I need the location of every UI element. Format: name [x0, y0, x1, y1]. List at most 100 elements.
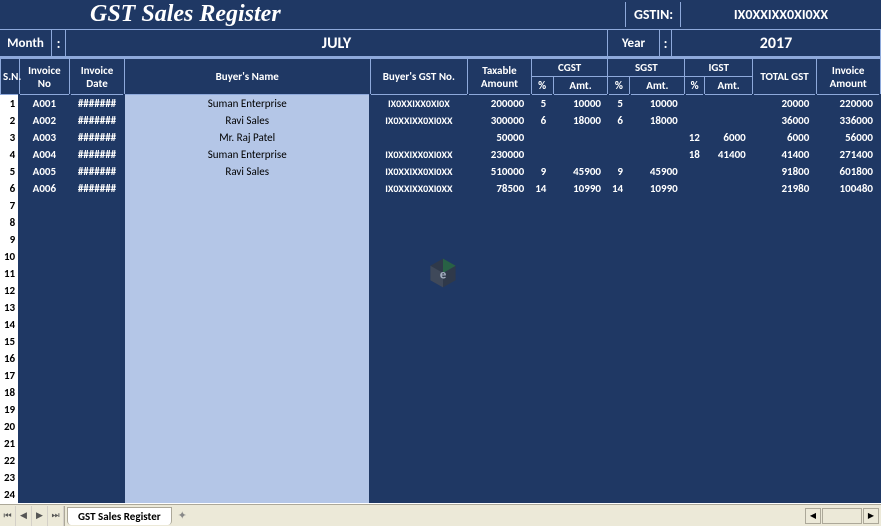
cell-sgst-pct: 6 [608, 112, 630, 129]
table-row-empty[interactable]: 24 [1, 486, 881, 503]
table-row-empty[interactable]: 16 [1, 350, 881, 367]
cell-inv-date: ####### [70, 112, 125, 129]
header-inv-date: Invoice Date [70, 59, 125, 95]
header-sgst: SGST [608, 59, 685, 77]
cell-gst: IX0XXIXX0XI0XX [370, 163, 468, 180]
title-bar: GST Sales Register GSTIN: IX0XXIXX0XI0XX [0, 0, 881, 30]
cell-igst-amt [704, 95, 752, 112]
cell-inv-amt: 271400 [816, 146, 880, 163]
cell-sn: 2 [1, 112, 20, 129]
cell-inv-amt: 100480 [816, 180, 880, 197]
cell-inv-date: ####### [70, 163, 125, 180]
cell-inv-no: A002 [19, 112, 69, 129]
header-inv-no: Invoice No [19, 59, 69, 95]
scroll-area: ◀ ▶ [187, 508, 881, 524]
cell-inv-date: ####### [70, 146, 125, 163]
table-row-empty[interactable]: 7 [1, 197, 881, 214]
cell-inv-amt: 56000 [816, 129, 880, 146]
cell-taxable: 510000 [468, 163, 532, 180]
cell-taxable: 200000 [468, 95, 532, 112]
scroll-left-icon[interactable]: ◀ [805, 508, 821, 524]
table-row-empty[interactable]: 15 [1, 333, 881, 350]
cell-sn: 22 [1, 452, 20, 469]
cell-sgst-amt: 18000 [630, 112, 685, 129]
header-cgst: CGST [531, 59, 608, 77]
watermark-icon: e [425, 255, 461, 291]
cell-sn: 11 [1, 265, 20, 282]
gstin-label: GSTIN: [625, 2, 681, 27]
table-row[interactable]: 5A005#######Ravi SalesIX0XXIXX0XI0XX5100… [1, 163, 881, 180]
cell-total: 20000 [753, 95, 817, 112]
cell-igst-amt [704, 180, 752, 197]
cell-gst: IX0XXIXX0XI0XX [370, 112, 468, 129]
table-row-empty[interactable]: 19 [1, 401, 881, 418]
table-row[interactable]: 3A003#######Mr. Raj Patel500001260006000… [1, 129, 881, 146]
cell-inv-no: A003 [19, 129, 69, 146]
cell-inv-date: ####### [70, 180, 125, 197]
nav-next-icon[interactable]: ▶ [32, 506, 48, 526]
cell-igst-pct: 12 [685, 129, 705, 146]
table-row-empty[interactable]: 21 [1, 435, 881, 452]
cell-sgst-pct: 14 [608, 180, 630, 197]
cell-cgst-amt [553, 146, 608, 163]
cell-sgst-pct: 5 [608, 95, 630, 112]
cell-cgst-amt [553, 129, 608, 146]
cell-buyer: Ravi Sales [124, 163, 370, 180]
table-row-empty[interactable]: 18 [1, 384, 881, 401]
header-cgst-pct: % [531, 77, 553, 95]
header-igst-pct: % [685, 77, 705, 95]
table-row-empty[interactable]: 13 [1, 299, 881, 316]
table-row[interactable]: 2A002#######Ravi SalesIX0XXIXX0XI0XX3000… [1, 112, 881, 129]
nav-prev-icon[interactable]: ◀ [16, 506, 32, 526]
table-row-empty[interactable]: 22 [1, 452, 881, 469]
nav-first-icon[interactable]: ⏮ [0, 506, 16, 526]
table-row[interactable]: 6A006#######IX0XXIXX0XI0XX78500141099014… [1, 180, 881, 197]
cell-inv-amt: 601800 [816, 163, 880, 180]
scroll-right-icon[interactable]: ▶ [863, 508, 879, 524]
cell-sn: 18 [1, 384, 20, 401]
cell-inv-no: A004 [19, 146, 69, 163]
cell-sn: 10 [1, 248, 20, 265]
table-header: S.N. Invoice No Invoice Date Buyer's Nam… [1, 59, 881, 95]
cell-gst: IX0XXIXX0XI0XX [370, 146, 468, 163]
cell-sn: 17 [1, 367, 20, 384]
cell-sgst-amt: 10000 [630, 95, 685, 112]
cell-inv-date: ####### [70, 129, 125, 146]
header-buyer: Buyer's Name [124, 59, 370, 95]
cell-total: 91800 [753, 163, 817, 180]
new-sheet-icon[interactable]: ✦ [178, 509, 187, 522]
gstin-value: IX0XXIXX0XI0XX [681, 2, 881, 27]
cell-cgst-pct: 6 [531, 112, 553, 129]
header-taxable: Taxable Amount [468, 59, 532, 95]
cell-igst-pct [685, 163, 705, 180]
cell-inv-no: A005 [19, 163, 69, 180]
table-row-empty[interactable]: 8 [1, 214, 881, 231]
table-row-empty[interactable]: 14 [1, 316, 881, 333]
cell-buyer: Ravi Sales [124, 112, 370, 129]
cell-inv-no: A001 [19, 95, 69, 112]
nav-last-icon[interactable]: ⏭ [48, 506, 64, 526]
table-row-empty[interactable]: 9 [1, 231, 881, 248]
table-row[interactable]: 1A001#######Suman EnterpriseIX0XXIXX0XI0… [1, 95, 881, 112]
sheet-tab[interactable]: GST Sales Register [67, 507, 172, 525]
cell-igst-amt: 41400 [704, 146, 752, 163]
cell-igst-pct: 18 [685, 146, 705, 163]
scroll-thumb[interactable] [822, 508, 862, 524]
cell-taxable: 50000 [468, 129, 532, 146]
table-row-empty[interactable]: 23 [1, 469, 881, 486]
month-value[interactable]: JULY [66, 30, 608, 56]
table-row[interactable]: 4A004#######Suman EnterpriseIX0XXIXX0XI0… [1, 146, 881, 163]
table-row-empty[interactable]: 20 [1, 418, 881, 435]
cell-sn: 7 [1, 197, 20, 214]
cell-sgst-amt [630, 146, 685, 163]
cell-igst-pct [685, 95, 705, 112]
cell-sn: 13 [1, 299, 20, 316]
colon: : [52, 30, 66, 56]
cell-buyer: Suman Enterprise [124, 146, 370, 163]
cell-igst-amt [704, 163, 752, 180]
cell-inv-amt: 336000 [816, 112, 880, 129]
cell-sn: 6 [1, 180, 20, 197]
cell-taxable: 300000 [468, 112, 532, 129]
year-value[interactable]: 2017 [672, 30, 881, 56]
table-row-empty[interactable]: 17 [1, 367, 881, 384]
